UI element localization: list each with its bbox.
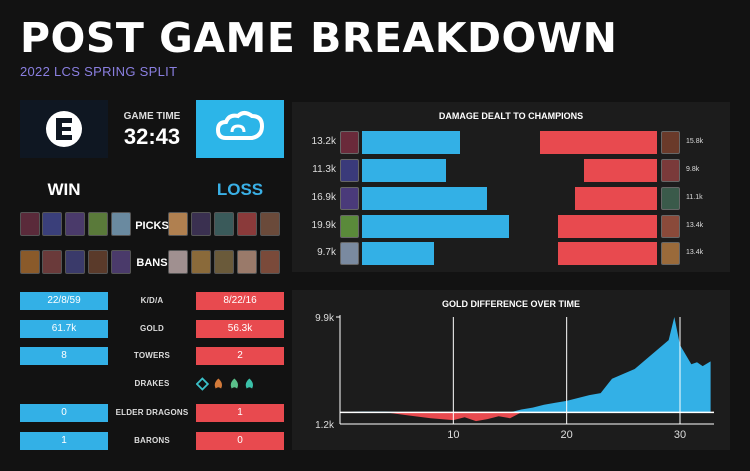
stat-left-value: 8 [20, 347, 108, 365]
champion-ban-icon [191, 250, 211, 274]
champion-portrait-icon [340, 131, 359, 154]
damage-bar-left [362, 131, 460, 154]
champion-pick-icon [168, 212, 188, 236]
right-team-result: LOSS [216, 180, 264, 199]
champion-pick-icon [111, 212, 131, 236]
stat-left-value: 22/8/59 [20, 292, 108, 310]
champion-pick-icon [191, 212, 211, 236]
champion-ban-icon [20, 250, 40, 274]
stat-right-value: 1 [196, 404, 284, 422]
champion-portrait-icon [661, 215, 680, 238]
champion-portrait-icon [340, 187, 359, 210]
champion-ban-icon [42, 250, 62, 274]
champion-pick-icon [214, 212, 234, 236]
damage-chart-title: DAMAGE DEALT TO CHAMPIONS [438, 111, 584, 121]
damage-bar-right [557, 215, 657, 238]
gold-lead-area [340, 317, 711, 413]
champion-portrait-icon [661, 187, 680, 210]
chemtech-drake-icon [214, 378, 222, 389]
damage-right-value: 15.8k [686, 138, 704, 145]
damage-bar-right [540, 131, 657, 154]
damage-left-value: 9.7k [317, 247, 336, 258]
champion-pick-icon [20, 212, 40, 236]
stat-label: ELDER DRAGONS [115, 408, 189, 417]
damage-left-value: 19.9k [311, 220, 336, 231]
damage-right-value: 11.1k [686, 194, 703, 201]
champion-ban-icon [260, 250, 280, 274]
chemtech-drake-icon [230, 378, 238, 389]
bans-label: BANS [136, 257, 168, 269]
damage-bar-left [362, 159, 446, 182]
gold-chart-title: GOLD DIFFERENCE OVER TIME [441, 299, 580, 309]
champion-portrait-icon [340, 242, 359, 265]
damage-bar-right [574, 187, 657, 210]
gold-chart: 9.9k 1.2k 10 20 30 [315, 313, 714, 441]
stat-right-value: 2 [196, 347, 284, 365]
y-tick-label: 1.2k [315, 420, 335, 431]
cloud9-logo [196, 100, 284, 158]
champion-ban-icon [237, 250, 257, 274]
damage-bar-right [557, 242, 657, 265]
picks-label: PICKS [135, 220, 169, 232]
game-time-value: 32:43 [123, 124, 181, 149]
damage-left-value: 16.9k [311, 192, 336, 203]
champion-pick-icon [260, 212, 280, 236]
page-subtitle: 2022 LCS SPRING SPLIT [20, 64, 178, 79]
damage-right-value: 13.4k [686, 249, 704, 256]
damage-right-value: 9.8k [686, 166, 700, 173]
champion-ban-icon [111, 250, 131, 274]
champion-portrait-icon [340, 215, 359, 238]
champion-ban-icon [214, 250, 234, 274]
page-title: POST GAME BREAKDOWN [20, 14, 618, 62]
damage-bar-left [362, 215, 510, 238]
x-tick-label: 30 [674, 429, 686, 441]
champion-ban-icon [65, 250, 85, 274]
champion-ban-icon [168, 250, 188, 274]
drakes-label: DRAKES [134, 379, 170, 388]
damage-bar-right [584, 159, 657, 182]
damage-left-value: 13.2k [311, 136, 336, 147]
champion-pick-icon [237, 212, 257, 236]
champion-portrait-icon [661, 242, 680, 265]
champion-ban-icon [88, 250, 108, 274]
damage-bar-left [362, 242, 434, 265]
gold-deficit-area [340, 412, 711, 422]
stat-label: K/D/A [140, 296, 164, 305]
stat-left-value: 0 [20, 404, 108, 422]
damage-left-value: 11.3k [312, 164, 336, 175]
champion-portrait-icon [661, 159, 680, 182]
champion-portrait-icon [340, 159, 359, 182]
champion-pick-icon [65, 212, 85, 236]
hextech-drake-icon [196, 377, 209, 391]
x-tick-label: 10 [447, 429, 459, 441]
stat-right-value: 8/22/16 [196, 292, 284, 310]
x-tick-label: 20 [561, 429, 573, 441]
evil-geniuses-logo [20, 100, 108, 158]
champion-pick-icon [42, 212, 62, 236]
damage-bar-left [362, 187, 488, 210]
game-time-label: GAME TIME [123, 111, 181, 122]
stat-left-value: 61.7k [20, 320, 108, 338]
stat-label: BARONS [134, 436, 170, 445]
stat-right-value: 0 [196, 432, 284, 450]
damage-right-value: 13.4k [686, 222, 704, 229]
drake-icons [196, 375, 256, 393]
champion-pick-icon [88, 212, 108, 236]
champion-portrait-icon [661, 131, 680, 154]
stat-right-value: 56.3k [196, 320, 284, 338]
stat-label: GOLD [140, 324, 164, 333]
chemtech-drake-icon [245, 378, 254, 389]
stat-left-value: 1 [20, 432, 108, 450]
y-tick-label: 9.9k [315, 313, 335, 324]
left-team-result: WIN [47, 180, 81, 199]
stat-label: TOWERS [133, 351, 171, 360]
